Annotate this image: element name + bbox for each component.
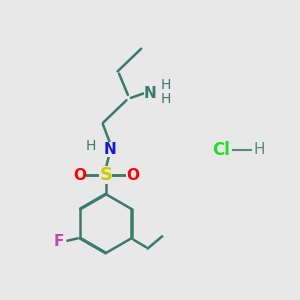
Text: H: H	[161, 78, 171, 92]
Text: N: N	[104, 142, 117, 158]
Text: H: H	[86, 139, 96, 153]
Text: H: H	[161, 92, 171, 106]
Text: Cl: Cl	[212, 141, 230, 159]
Text: S: S	[99, 166, 112, 184]
Text: O: O	[73, 167, 86, 182]
Text: O: O	[126, 167, 139, 182]
Text: F: F	[54, 234, 64, 249]
Text: N: N	[144, 86, 156, 101]
Text: H: H	[253, 142, 265, 158]
